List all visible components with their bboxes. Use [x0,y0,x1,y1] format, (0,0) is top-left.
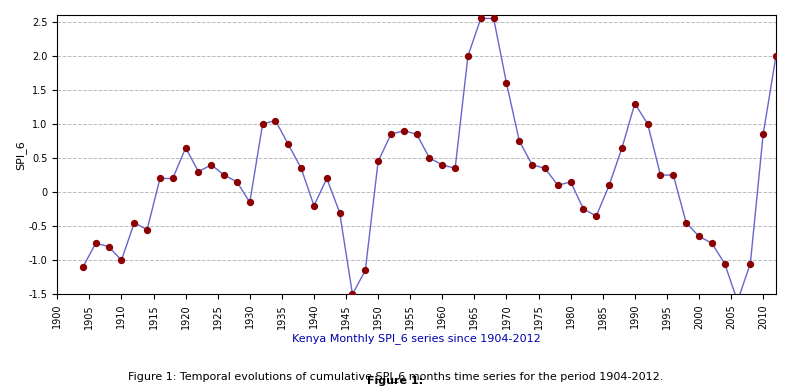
Point [192,168,205,175]
Point [436,162,448,168]
Point [654,172,667,178]
Point [603,182,615,188]
Point [269,117,282,124]
X-axis label: Kenya Monthly SPI_6 series since 1904-2012: Kenya Monthly SPI_6 series since 1904-20… [292,333,541,344]
Point [256,121,269,127]
Point [667,172,679,178]
Point [679,220,692,226]
Point [333,209,346,216]
Point [102,243,115,250]
Point [718,261,731,267]
Point [500,80,513,86]
Point [539,165,551,171]
Point [282,141,294,147]
Point [693,233,706,239]
Point [744,261,757,267]
Point [115,257,128,263]
Point [372,158,384,165]
Point [475,15,487,21]
Point [629,100,642,106]
Point [526,162,539,168]
Point [551,182,564,188]
Point [320,176,333,182]
Point [359,267,372,273]
Point [615,145,628,151]
Point [77,264,89,270]
Point [462,53,475,59]
Point [128,220,141,226]
Point [577,206,590,212]
Text: Figure 1:: Figure 1: [368,376,423,386]
Point [205,162,218,168]
Point [487,15,500,21]
Point [384,131,397,137]
Point [244,199,256,206]
Point [231,179,244,185]
Point [411,131,423,137]
Point [706,240,718,246]
Point [141,227,153,233]
Point [757,131,770,137]
Y-axis label: SPI_6: SPI_6 [15,140,26,170]
Point [642,121,654,127]
Point [398,128,411,134]
Point [218,172,230,178]
Point [180,145,192,151]
Point [448,165,461,171]
Point [590,213,603,219]
Point [731,298,744,304]
Point [564,179,577,185]
Point [346,291,359,297]
Point [153,176,166,182]
Point [770,53,782,59]
Point [308,202,320,209]
Point [513,138,526,144]
Text: Figure 1: Temporal evolutions of cumulative SPI_6 months time series for the per: Figure 1: Temporal evolutions of cumulat… [128,371,663,382]
Point [423,155,436,161]
Point [89,240,102,246]
Point [166,176,179,182]
Point [295,165,308,171]
